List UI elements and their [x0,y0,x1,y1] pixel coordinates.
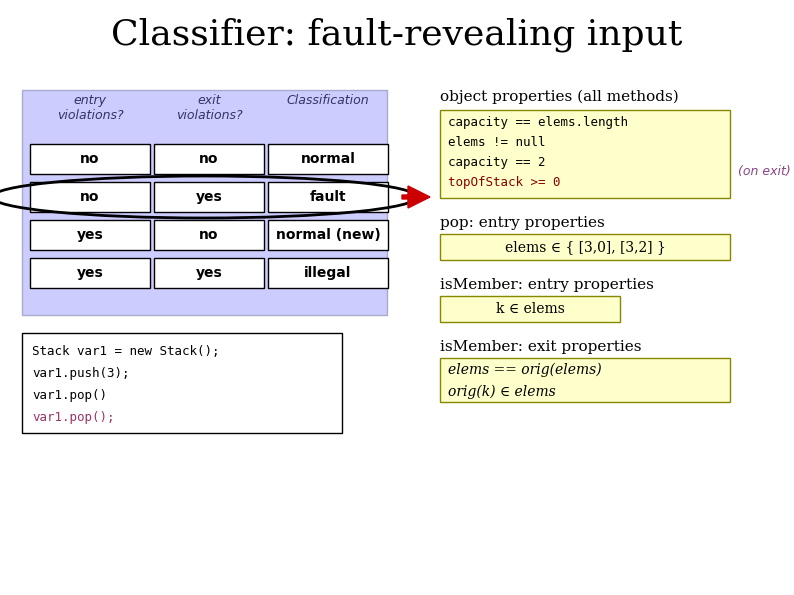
FancyBboxPatch shape [268,182,388,212]
Text: isMember: entry properties: isMember: entry properties [440,278,654,292]
FancyBboxPatch shape [30,182,150,212]
Text: topOfStack >= 0: topOfStack >= 0 [448,176,561,189]
Text: capacity == 2: capacity == 2 [448,156,545,169]
Text: no: no [80,152,100,166]
Text: yes: yes [77,266,103,280]
FancyArrow shape [402,186,430,208]
Text: no: no [80,190,100,204]
Text: elems ∈ { [3,0], [3,2] }: elems ∈ { [3,0], [3,2] } [504,240,665,254]
Text: capacity == elems.length: capacity == elems.length [448,116,628,129]
Text: elems == orig(elems): elems == orig(elems) [448,363,602,377]
FancyBboxPatch shape [440,234,730,260]
Text: yes: yes [77,228,103,242]
FancyBboxPatch shape [154,258,264,288]
FancyBboxPatch shape [154,182,264,212]
Text: fault: fault [310,190,346,204]
Text: yes: yes [195,190,222,204]
Text: no: no [199,152,219,166]
FancyBboxPatch shape [440,358,730,402]
FancyBboxPatch shape [268,144,388,174]
Text: no: no [199,228,219,242]
Text: normal (new): normal (new) [276,228,380,242]
Text: Classification: Classification [287,94,369,107]
Text: Stack var1 = new Stack();: Stack var1 = new Stack(); [32,345,219,358]
Text: var1.push(3);: var1.push(3); [32,367,129,380]
Text: object properties (all methods): object properties (all methods) [440,90,679,104]
Text: isMember: exit properties: isMember: exit properties [440,340,642,354]
Text: k ∈ elems: k ∈ elems [495,302,565,316]
Text: orig(k) ∈ elems: orig(k) ∈ elems [448,385,556,399]
Text: var1.pop();: var1.pop(); [32,411,114,424]
Text: normal: normal [301,152,356,166]
FancyBboxPatch shape [440,110,730,198]
FancyBboxPatch shape [30,220,150,250]
FancyBboxPatch shape [22,333,342,433]
Text: pop: entry properties: pop: entry properties [440,216,605,230]
FancyBboxPatch shape [154,220,264,250]
FancyBboxPatch shape [440,296,620,322]
Text: exit
violations?: exit violations? [175,94,242,122]
Text: elems != null: elems != null [448,136,545,149]
Text: entry
violations?: entry violations? [56,94,123,122]
FancyBboxPatch shape [268,258,388,288]
Text: Classifier: fault-revealing input: Classifier: fault-revealing input [111,17,683,52]
FancyBboxPatch shape [30,144,150,174]
Text: var1.pop(): var1.pop() [32,389,107,402]
Text: yes: yes [195,266,222,280]
FancyBboxPatch shape [154,144,264,174]
Text: (on exit): (on exit) [738,165,791,178]
Text: illegal: illegal [304,266,352,280]
FancyBboxPatch shape [22,90,387,315]
FancyBboxPatch shape [268,220,388,250]
FancyBboxPatch shape [30,258,150,288]
